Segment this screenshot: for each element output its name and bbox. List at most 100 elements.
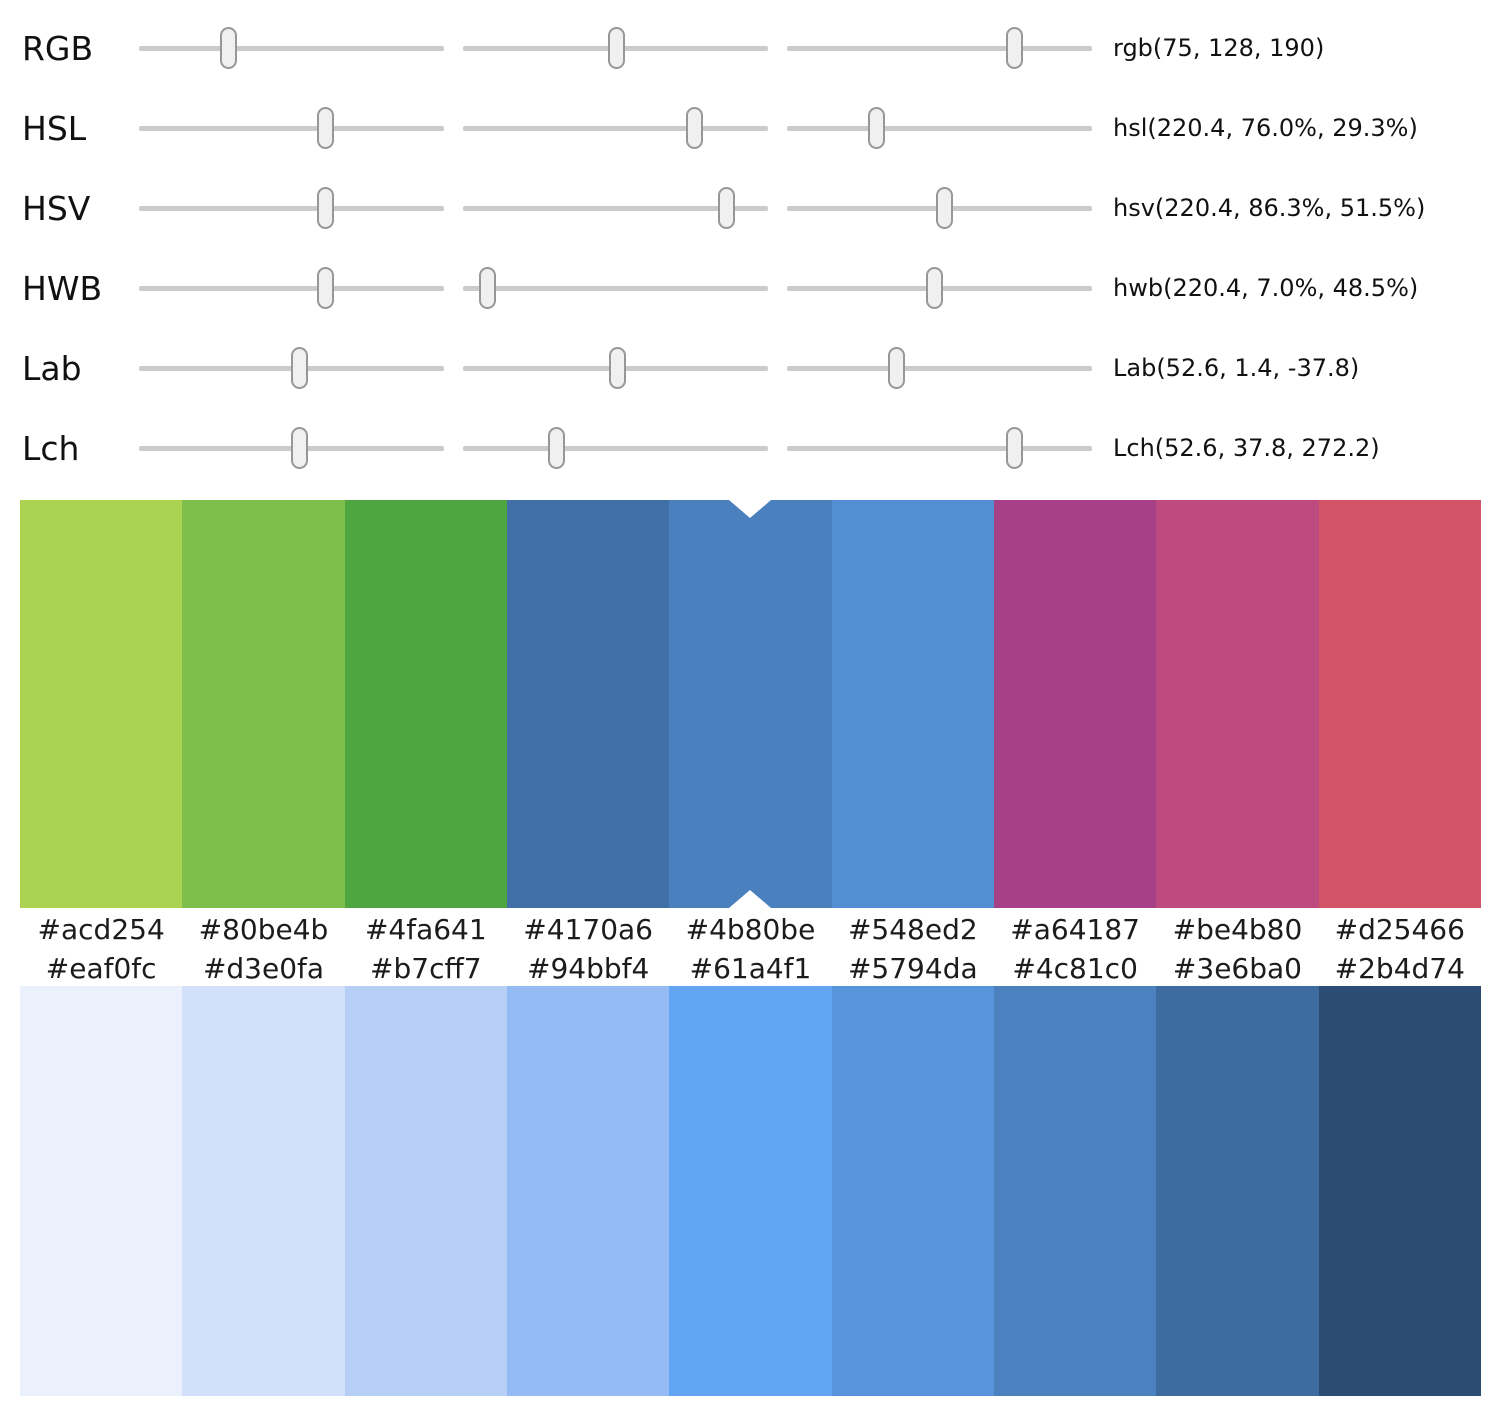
slider-track[interactable] [463, 184, 768, 232]
slider-thumb[interactable] [717, 187, 735, 229]
hex-label: #548ed2 [847, 912, 978, 946]
slider-row-rgb: RGB rgb(75, 128, 190) [0, 8, 1501, 88]
slider-track[interactable] [787, 264, 1092, 312]
palette-swatch[interactable] [993, 500, 1157, 908]
palette-swatch[interactable] [993, 986, 1157, 1396]
slider-track-line [463, 285, 768, 291]
selection-notch-top-icon [729, 500, 772, 518]
hue-palette: #acd254 #80be4b #4fa641 #4170a6 #4b80be … [20, 500, 1481, 950]
slider-thumb[interactable] [1005, 427, 1023, 469]
slider-track[interactable] [463, 264, 768, 312]
slider-thumb[interactable] [548, 427, 566, 469]
tone-hex-labels: #eaf0fc #d3e0fa #b7cff7 #94bbf4 #61a4f1 … [20, 950, 1481, 986]
slider-track[interactable] [463, 24, 768, 72]
slider-track-line [787, 125, 1092, 131]
palette-swatch[interactable] [182, 500, 345, 908]
palette-swatch[interactable] [20, 986, 183, 1396]
slider-thumb[interactable] [609, 347, 627, 389]
slider-track-line [139, 125, 444, 131]
colorspace-label: HSV [22, 188, 91, 228]
slider-track[interactable] [139, 264, 444, 312]
color-value-label: hsl(220.4, 76.0%, 29.3%) [1113, 114, 1418, 142]
slider-track[interactable] [139, 24, 444, 72]
hex-label: #4170a6 [523, 912, 653, 946]
slider-track[interactable] [787, 344, 1092, 392]
slider-row-hsv: HSV hsv(220.4, 86.3%, 51.5%) [0, 168, 1501, 248]
hex-label: #be4b80 [1172, 912, 1303, 946]
slider-track-line [787, 365, 1092, 371]
palette-swatch[interactable] [506, 500, 670, 908]
slider-track[interactable] [139, 184, 444, 232]
slider-thumb[interactable] [290, 427, 308, 469]
colorspace-label: HWB [22, 268, 103, 308]
hex-label: #94bbf4 [526, 951, 650, 985]
slider-track-line [139, 205, 444, 211]
slider-thumb[interactable] [888, 347, 906, 389]
slider-thumb[interactable] [1005, 27, 1023, 69]
color-value-label: hsv(220.4, 86.3%, 51.5%) [1113, 194, 1426, 222]
hex-label: #4b80be [685, 912, 816, 946]
slider-thumb[interactable] [867, 107, 885, 149]
slider-row-hsl: HSL hsl(220.4, 76.0%, 29.3%) [0, 88, 1501, 168]
slider-track-line [787, 45, 1092, 51]
palette-swatch[interactable] [1156, 500, 1319, 908]
hex-label: #d25466 [1334, 912, 1465, 946]
palette-swatch[interactable] [182, 986, 345, 1396]
hex-label: #a64187 [1010, 912, 1140, 946]
hex-label: #4c81c0 [1012, 951, 1138, 985]
tone-swatch-row [20, 986, 1481, 1396]
slider-track-line [463, 445, 768, 451]
palette-swatch[interactable] [1318, 500, 1481, 908]
slider-track[interactable] [139, 344, 444, 392]
slider-track[interactable] [787, 184, 1092, 232]
color-sliders-panel: RGB rgb(75, 128, 190) HSL hsl(220.4, 76.… [0, 0, 1501, 488]
slider-thumb[interactable] [686, 107, 704, 149]
palette-swatch[interactable] [1318, 986, 1481, 1396]
slider-track[interactable] [139, 104, 444, 152]
slider-row-lch: Lch Lch(52.6, 37.8, 272.2) [0, 408, 1501, 488]
slider-track[interactable] [787, 24, 1092, 72]
slider-thumb[interactable] [317, 187, 335, 229]
slider-thumb[interactable] [290, 347, 308, 389]
slider-track[interactable] [139, 424, 444, 472]
slider-track[interactable] [463, 424, 768, 472]
palette-swatch[interactable] [344, 986, 507, 1396]
slider-row-hwb: HWB hwb(220.4, 7.0%, 48.5%) [0, 248, 1501, 328]
slider-thumb[interactable] [317, 107, 335, 149]
slider-thumb[interactable] [935, 187, 953, 229]
slider-thumb[interactable] [317, 267, 335, 309]
palette-swatch[interactable] [20, 500, 183, 908]
hex-label: #2b4d74 [1334, 951, 1465, 985]
slider-track[interactable] [787, 104, 1092, 152]
slider-thumb[interactable] [607, 27, 625, 69]
colorspace-label: Lch [22, 428, 80, 468]
hex-label: #b7cff7 [370, 951, 482, 985]
selection-notch-bottom-icon [729, 890, 772, 908]
color-value-label: Lab(52.6, 1.4, -37.8) [1113, 354, 1360, 382]
palette-swatch[interactable] [506, 986, 670, 1396]
palette-swatch[interactable] [669, 986, 832, 1396]
palette-swatch[interactable] [831, 500, 994, 908]
hex-label: #3e6ba0 [1172, 951, 1302, 985]
hex-label: #acd254 [37, 912, 165, 946]
palette-swatch-selected[interactable] [669, 500, 832, 908]
slider-thumb[interactable] [926, 267, 944, 309]
hex-label: #4fa641 [364, 912, 487, 946]
slider-track-line [139, 285, 444, 291]
slider-track[interactable] [463, 104, 768, 152]
palette-swatch[interactable] [344, 500, 507, 908]
palette-swatch[interactable] [1156, 986, 1319, 1396]
slider-track-line [139, 45, 444, 51]
slider-row-lab: Lab Lab(52.6, 1.4, -37.8) [0, 328, 1501, 408]
color-value-label: Lch(52.6, 37.8, 272.2) [1113, 434, 1380, 462]
slider-track[interactable] [463, 344, 768, 392]
hue-swatch-row [20, 500, 1481, 908]
slider-track-line [463, 125, 768, 131]
slider-thumb[interactable] [478, 267, 496, 309]
colorspace-label: Lab [22, 348, 82, 388]
color-value-label: rgb(75, 128, 190) [1113, 34, 1325, 62]
slider-thumb[interactable] [220, 27, 238, 69]
slider-track[interactable] [787, 424, 1092, 472]
colorspace-label: RGB [22, 28, 94, 68]
palette-swatch[interactable] [831, 986, 994, 1396]
